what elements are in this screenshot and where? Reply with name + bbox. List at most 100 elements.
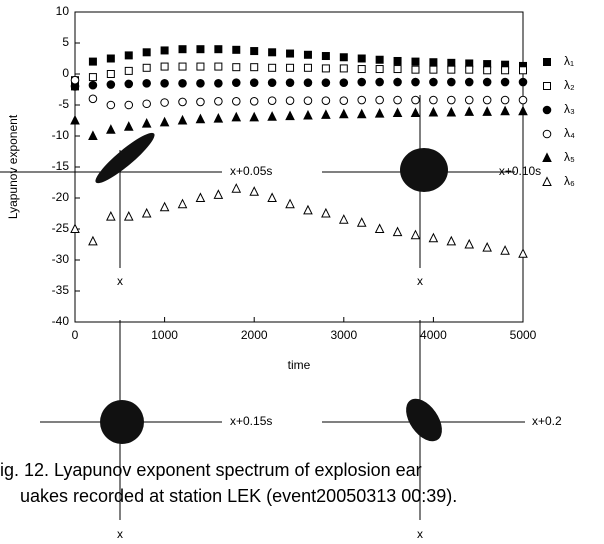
marker bbox=[447, 77, 456, 87]
marker bbox=[518, 77, 528, 87]
marker bbox=[482, 95, 492, 105]
marker bbox=[392, 107, 403, 118]
marker bbox=[124, 66, 133, 75]
marker bbox=[268, 48, 277, 57]
overlay-crosses bbox=[0, 95, 525, 520]
marker bbox=[160, 79, 169, 88]
legend-marker bbox=[543, 82, 551, 90]
marker bbox=[464, 238, 475, 249]
marker bbox=[285, 78, 295, 87]
marker bbox=[196, 62, 205, 71]
marker bbox=[178, 97, 187, 107]
x-tick-label: 5000 bbox=[510, 328, 537, 342]
marker bbox=[267, 78, 277, 87]
marker bbox=[357, 95, 367, 105]
marker bbox=[106, 100, 116, 110]
marker bbox=[88, 94, 98, 104]
y-tick-label: -25 bbox=[52, 221, 70, 235]
marker bbox=[357, 65, 366, 74]
y-tick-label: -30 bbox=[52, 252, 70, 266]
marker bbox=[447, 65, 456, 74]
marker bbox=[429, 65, 438, 74]
marker bbox=[196, 97, 205, 107]
marker bbox=[231, 183, 242, 193]
marker bbox=[195, 192, 206, 202]
marker bbox=[285, 198, 295, 209]
marker bbox=[177, 114, 188, 125]
marker bbox=[338, 108, 349, 119]
marker bbox=[465, 65, 474, 74]
marker bbox=[70, 75, 80, 85]
marker bbox=[392, 226, 403, 237]
marker bbox=[339, 64, 348, 73]
marker bbox=[500, 245, 510, 255]
legend-label: λ₃ bbox=[564, 102, 575, 116]
marker bbox=[267, 192, 277, 202]
marker bbox=[339, 53, 348, 62]
marker bbox=[178, 45, 187, 54]
plot-frame bbox=[74, 11, 524, 323]
marker bbox=[213, 189, 224, 199]
marker bbox=[446, 235, 457, 246]
caption: ig. 12. Lyapunov exponent spectrum of ex… bbox=[0, 460, 422, 480]
marker bbox=[393, 95, 402, 105]
y-tick-label: -15 bbox=[52, 159, 70, 173]
marker bbox=[106, 210, 116, 221]
marker bbox=[375, 55, 384, 64]
marker bbox=[375, 65, 384, 74]
marker bbox=[286, 63, 295, 72]
marker bbox=[303, 50, 312, 59]
marker bbox=[142, 79, 151, 88]
marker bbox=[124, 79, 134, 89]
marker bbox=[500, 77, 510, 87]
marker bbox=[159, 116, 170, 127]
marker bbox=[374, 108, 385, 118]
phase-portraits bbox=[95, 132, 448, 444]
annotation: x bbox=[417, 527, 423, 541]
marker bbox=[196, 45, 205, 54]
marker bbox=[123, 210, 134, 221]
legend-marker bbox=[542, 176, 552, 186]
marker bbox=[160, 46, 169, 55]
marker bbox=[482, 77, 492, 87]
legend-label: λ₆ bbox=[564, 174, 575, 188]
marker bbox=[142, 63, 151, 72]
marker bbox=[500, 95, 510, 105]
marker bbox=[231, 111, 242, 122]
marker bbox=[232, 63, 241, 72]
legend-label: λ₁ bbox=[564, 54, 574, 68]
marker bbox=[106, 54, 115, 63]
y-tick-label: -35 bbox=[52, 283, 70, 297]
marker bbox=[268, 63, 277, 72]
marker bbox=[482, 106, 492, 116]
marker bbox=[321, 78, 331, 87]
marker bbox=[393, 65, 402, 74]
marker bbox=[250, 63, 259, 72]
x-tick-label: 0 bbox=[72, 328, 79, 342]
marker bbox=[339, 78, 349, 87]
annotation: x+0.05s bbox=[230, 164, 272, 178]
legend-marker bbox=[542, 129, 552, 139]
marker bbox=[464, 106, 475, 116]
marker bbox=[464, 95, 474, 105]
marker bbox=[303, 63, 312, 72]
marker bbox=[393, 56, 402, 65]
marker bbox=[70, 114, 80, 125]
marker bbox=[411, 65, 420, 74]
annotation: x+0.10s bbox=[499, 164, 541, 178]
marker bbox=[429, 58, 438, 67]
marker bbox=[500, 105, 510, 116]
marker bbox=[214, 79, 223, 88]
annotation: x bbox=[417, 274, 423, 288]
marker bbox=[321, 207, 331, 218]
marker bbox=[160, 62, 169, 71]
marker bbox=[285, 110, 295, 121]
marker bbox=[177, 198, 188, 209]
marker bbox=[411, 77, 420, 87]
marker bbox=[286, 49, 295, 58]
x-tick-label: 4000 bbox=[420, 328, 447, 342]
marker bbox=[88, 73, 97, 82]
annotation: x+0.15s bbox=[230, 414, 272, 428]
marker bbox=[141, 207, 152, 218]
marker bbox=[231, 96, 241, 106]
